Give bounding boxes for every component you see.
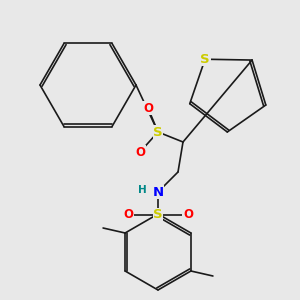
Text: O: O <box>183 208 193 221</box>
Text: O: O <box>143 101 153 115</box>
Text: H: H <box>138 185 146 195</box>
Text: S: S <box>200 53 210 66</box>
Text: S: S <box>153 125 163 139</box>
Text: O: O <box>135 146 145 158</box>
Text: N: N <box>152 185 164 199</box>
Text: S: S <box>153 208 163 221</box>
Text: O: O <box>123 208 133 221</box>
